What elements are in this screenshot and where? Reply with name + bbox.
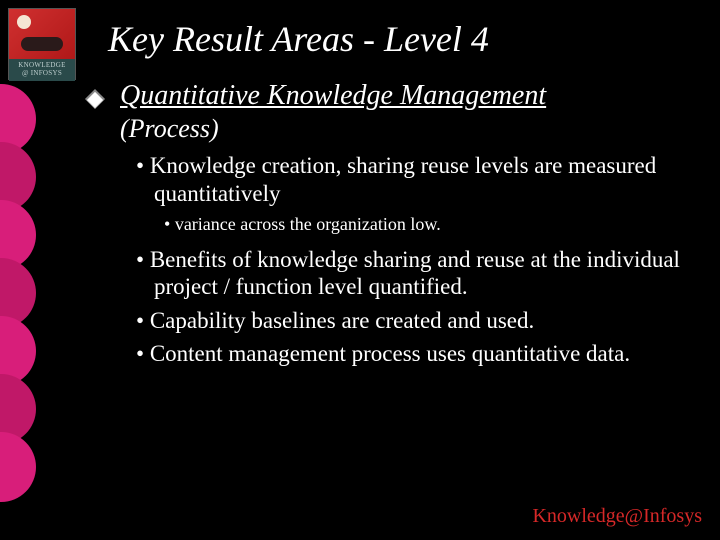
list-item: Capability baselines are created and use… (136, 307, 690, 335)
logo-text: KNOWLEDGE @ INFOSYS (9, 59, 75, 81)
diamond-bullet-icon (85, 89, 105, 109)
bullet-list: Knowledge creation, sharing reuse levels… (136, 152, 690, 368)
list-item: Knowledge creation, sharing reuse levels… (136, 152, 690, 207)
footer-text: Knowledge@Infosys (532, 505, 702, 528)
sub-list-item: variance across the organization low. (164, 213, 690, 236)
side-ribbon (0, 84, 58, 504)
sub-list: variance across the organization low. (164, 213, 690, 236)
section-subhead: (Process) (120, 114, 690, 144)
logo-line1: KNOWLEDGE (9, 61, 75, 69)
main-bullet: Quantitative Knowledge Management (88, 80, 690, 112)
logo-line2: @ INFOSYS (9, 69, 75, 77)
section-heading: Quantitative Knowledge Management (120, 80, 546, 112)
list-item: Benefits of knowledge sharing and reuse … (136, 246, 690, 301)
list-item: Content management process uses quantita… (136, 340, 690, 368)
content-area: Quantitative Knowledge Management (Proce… (88, 80, 690, 374)
logo-graphic (9, 9, 75, 59)
logo: KNOWLEDGE @ INFOSYS (8, 8, 76, 80)
slide-title: Key Result Areas - Level 4 (108, 18, 489, 60)
